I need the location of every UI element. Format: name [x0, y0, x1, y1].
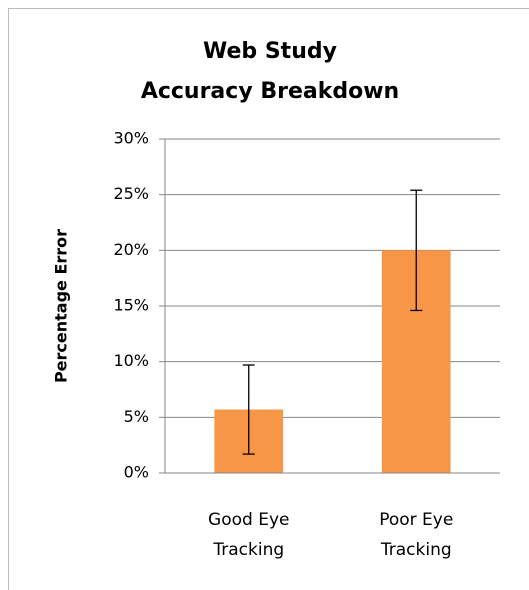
y-tick-label: 25%: [113, 184, 149, 203]
x-tick-label: Poor Eye Tracking: [379, 510, 454, 560]
y-tick-label: 10%: [113, 351, 149, 370]
x-tick-label: Good Eye Tracking: [208, 510, 290, 560]
y-tick-label: 15%: [113, 296, 149, 315]
y-tick-label: 0%: [124, 463, 149, 482]
error-bar: [410, 189, 423, 312]
y-tick-label: 30%: [113, 129, 149, 148]
y-tick-label: 5%: [124, 407, 149, 426]
chart-border: [8, 8, 529, 590]
y-tick-label: 20%: [113, 240, 149, 259]
y-axis-label: Percentage Error: [52, 229, 71, 383]
error-bar: [242, 364, 255, 455]
chart-title: Web Study Accuracy Breakdown: [140, 39, 400, 104]
